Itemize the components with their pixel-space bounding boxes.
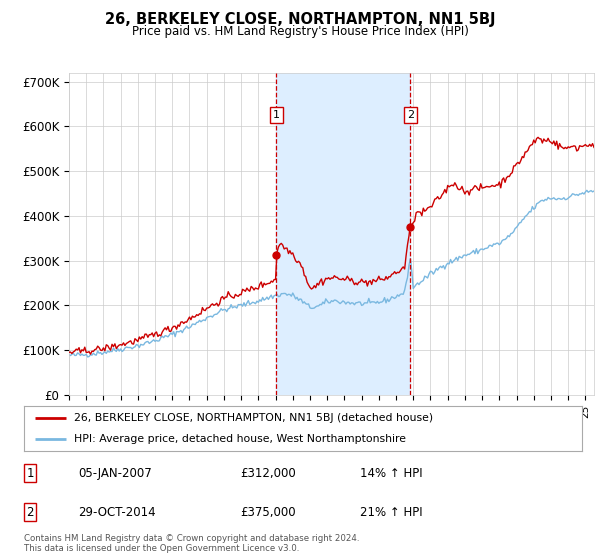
Text: 21% ↑ HPI: 21% ↑ HPI [360, 506, 422, 519]
Text: 1: 1 [26, 466, 34, 480]
Text: Price paid vs. HM Land Registry's House Price Index (HPI): Price paid vs. HM Land Registry's House … [131, 25, 469, 38]
Text: £375,000: £375,000 [240, 506, 296, 519]
Bar [276, 73, 410, 395]
Text: 05-JAN-2007: 05-JAN-2007 [78, 466, 152, 480]
Text: 14% ↑ HPI: 14% ↑ HPI [360, 466, 422, 480]
Text: 26, BERKELEY CLOSE, NORTHAMPTON, NN1 5BJ (detached house): 26, BERKELEY CLOSE, NORTHAMPTON, NN1 5BJ… [74, 413, 433, 423]
Text: Contains HM Land Registry data © Crown copyright and database right 2024.
This d: Contains HM Land Registry data © Crown c… [24, 534, 359, 553]
Text: 29-OCT-2014: 29-OCT-2014 [78, 506, 155, 519]
Text: 2: 2 [407, 110, 414, 120]
Text: 2: 2 [26, 506, 34, 519]
Text: HPI: Average price, detached house, West Northamptonshire: HPI: Average price, detached house, West… [74, 433, 406, 444]
Text: £312,000: £312,000 [240, 466, 296, 480]
Text: 1: 1 [273, 110, 280, 120]
Text: 26, BERKELEY CLOSE, NORTHAMPTON, NN1 5BJ: 26, BERKELEY CLOSE, NORTHAMPTON, NN1 5BJ [105, 12, 495, 27]
